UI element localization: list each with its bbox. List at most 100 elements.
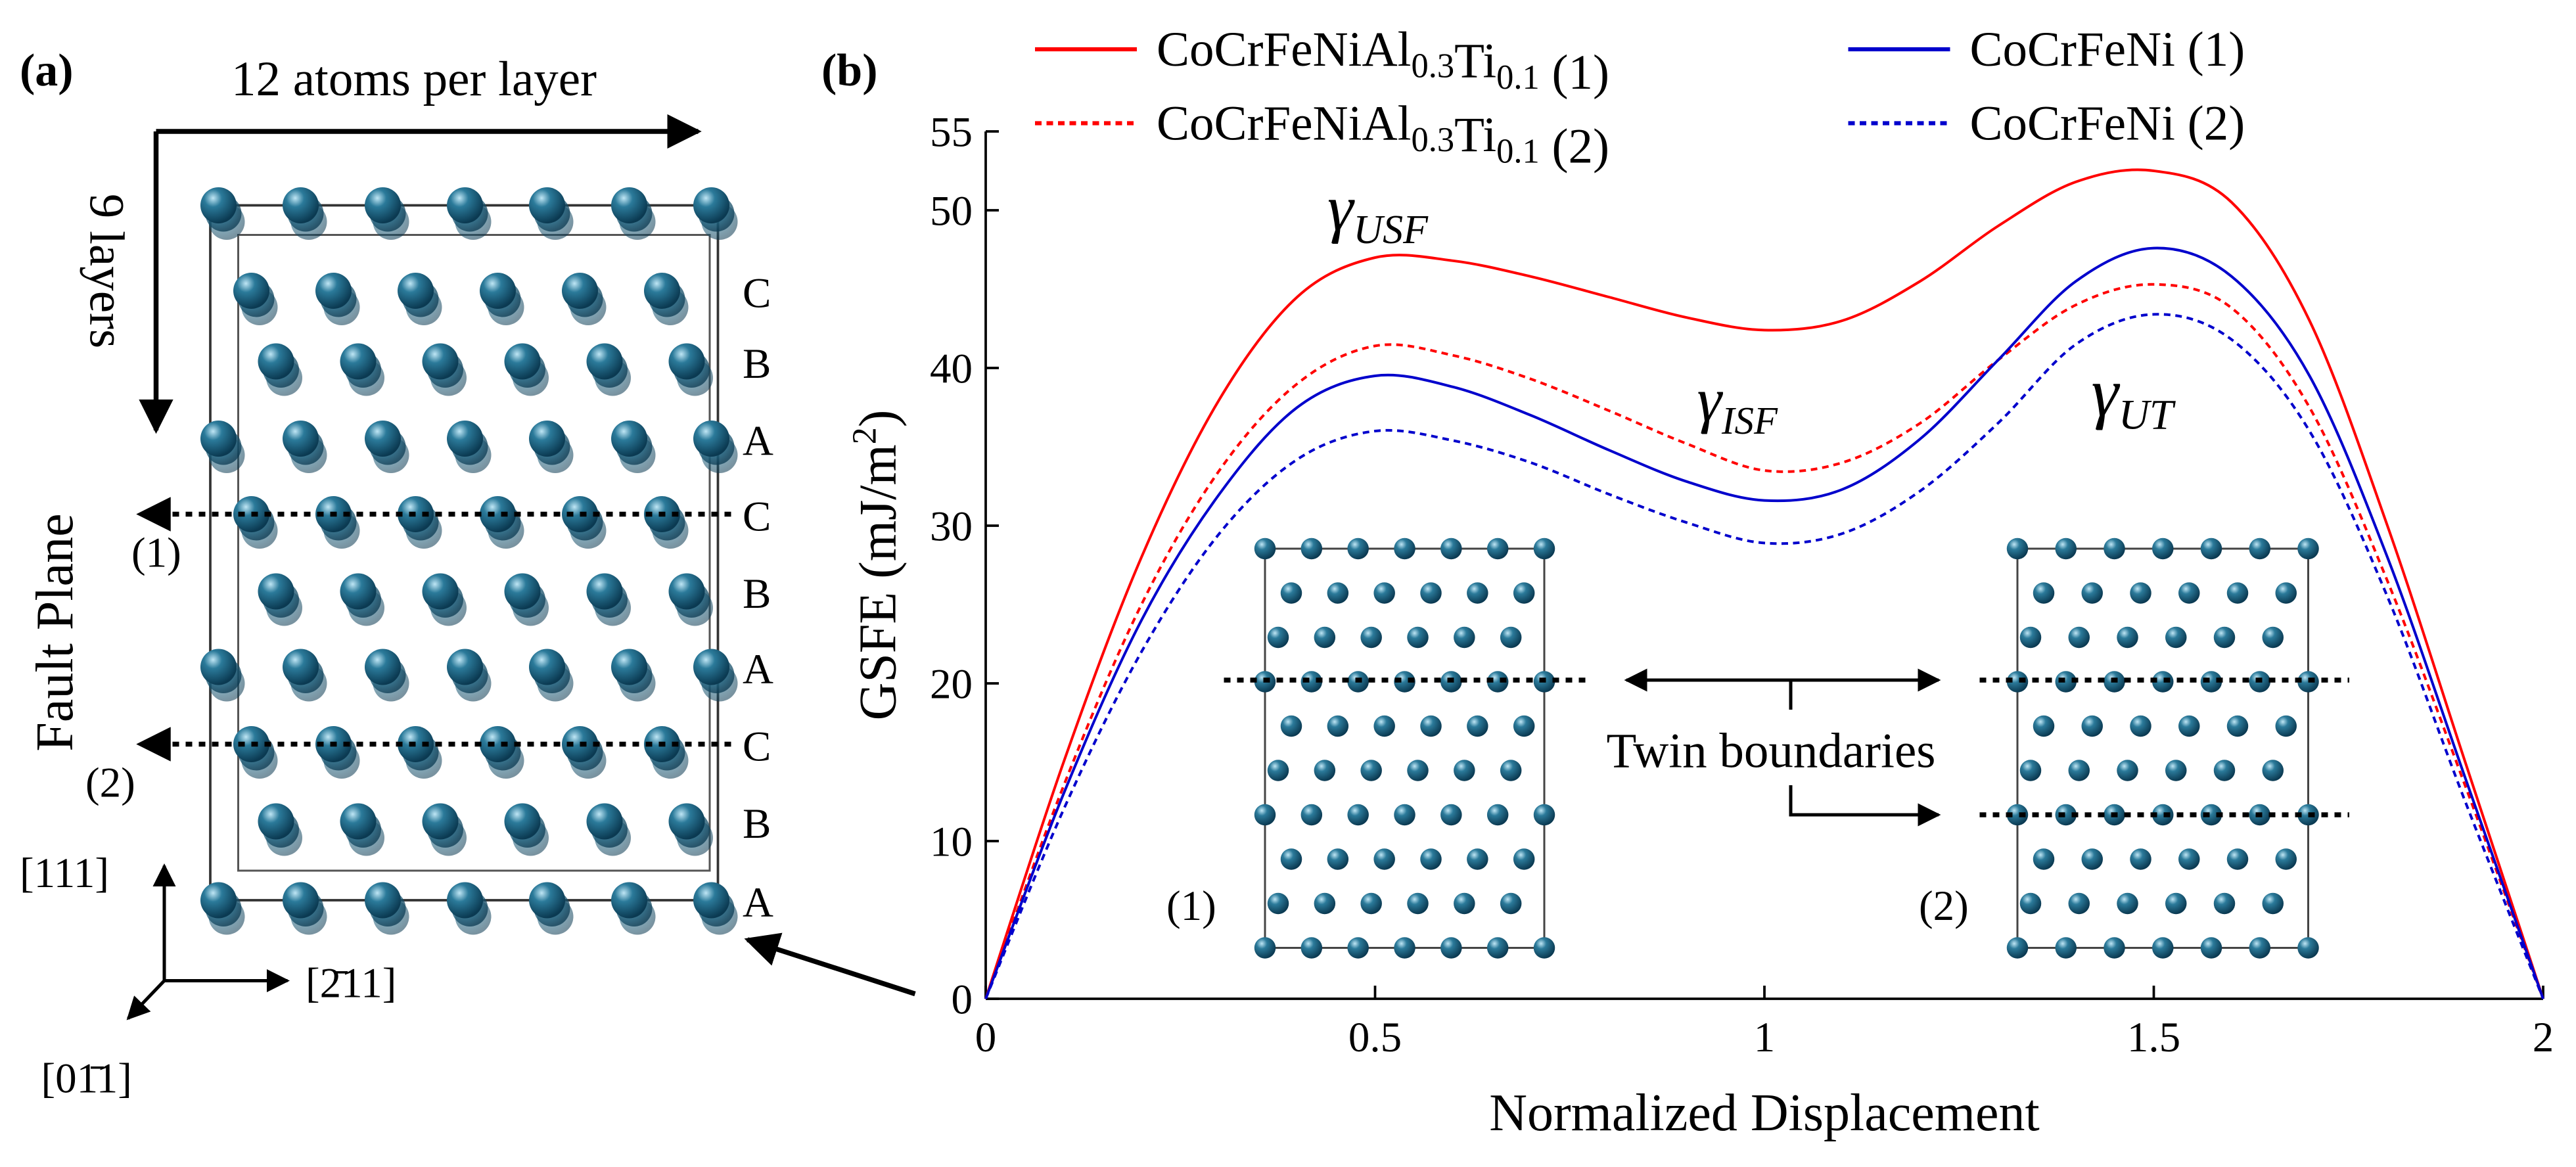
- inset-atom: [2200, 937, 2222, 959]
- atom: [480, 273, 517, 309]
- inset-atom: [2055, 671, 2077, 693]
- layer-label: C: [743, 269, 771, 317]
- legend-label: CoCrFeNiAl0.3Ti0.1 (1): [1157, 22, 1609, 100]
- inset-atom: [1407, 760, 1429, 781]
- pointer-arrow: [744, 932, 916, 997]
- atom: [504, 803, 541, 840]
- atom: [504, 343, 541, 380]
- atom: [340, 343, 377, 380]
- inset-atom: [2130, 848, 2151, 870]
- inset-atom: [2297, 937, 2319, 959]
- atom: [668, 573, 705, 610]
- inset-atom: [1394, 538, 1415, 560]
- inset-atom: [2213, 760, 2236, 781]
- inset-atom: [2165, 760, 2187, 781]
- inset-atom: [2275, 582, 2297, 604]
- atom: [447, 421, 484, 457]
- atom: [562, 273, 599, 309]
- inset-atom: [2200, 538, 2222, 560]
- layer-label: A: [743, 418, 773, 465]
- x-tick-label: 0.5: [1348, 1014, 1402, 1061]
- atom: [529, 882, 566, 919]
- inset-atom: [1440, 538, 1462, 560]
- atom: [283, 882, 319, 919]
- inset-atom: [2117, 626, 2138, 649]
- inset-atom: [2249, 937, 2270, 959]
- annotation: γISF: [1697, 365, 1778, 442]
- atom: [529, 649, 566, 685]
- inset-atom: [1360, 760, 1382, 781]
- direction-label: [01̄1]: [41, 1055, 132, 1103]
- legend-label: CoCrFeNi (1): [1970, 22, 2245, 77]
- inset-atom: [1486, 671, 1509, 693]
- atom: [200, 421, 237, 457]
- y-tick-label: 50: [930, 188, 973, 235]
- inset-atom: [2081, 582, 2103, 604]
- atom: [611, 649, 648, 685]
- inset-label: (1): [1166, 882, 1216, 930]
- inset-atom: [1407, 626, 1429, 649]
- annotation: γUSF: [1327, 172, 1429, 252]
- inset-atom: [1327, 582, 1349, 604]
- atom: [258, 803, 294, 840]
- inset-atom: [1394, 804, 1415, 826]
- atom: [529, 421, 566, 457]
- atom: [529, 187, 566, 223]
- inset-atom: [1420, 848, 1442, 870]
- inset-atom: [1347, 804, 1369, 826]
- inset-atom: [1314, 626, 1336, 649]
- inset-atom: [1454, 892, 1475, 915]
- inset-atom: [2152, 937, 2174, 959]
- inset-atom: [2178, 848, 2200, 870]
- layer-label: B: [743, 340, 771, 388]
- atom: [693, 187, 729, 223]
- atom: [447, 649, 484, 685]
- inset-atom: [1394, 937, 1415, 959]
- inset-atom: [1347, 937, 1369, 959]
- inset-atom: [1280, 582, 1302, 604]
- inset-atom: [1533, 937, 1555, 959]
- atom: [365, 421, 402, 457]
- inset-atom: [1267, 892, 1289, 915]
- inset-note: Twin boundaries: [1607, 724, 1936, 779]
- inset-atom: [1327, 715, 1349, 737]
- atom: [504, 573, 541, 610]
- atom: [611, 882, 648, 919]
- inset-atom: [2213, 892, 2236, 915]
- data-line: [984, 313, 2544, 999]
- inset-atom: [2033, 715, 2055, 737]
- atom: [200, 187, 237, 223]
- inset-atom: [1280, 715, 1302, 737]
- inset-atom: [1486, 538, 1509, 560]
- atom: [398, 273, 434, 309]
- atom: [233, 273, 270, 309]
- atom: [283, 649, 319, 685]
- atom: [365, 649, 402, 685]
- inset-atom: [2104, 538, 2125, 560]
- inset-atom: [2006, 671, 2029, 693]
- inset-box: [1264, 547, 1546, 949]
- layer-label: B: [743, 800, 771, 848]
- inset-atom: [1440, 937, 1462, 959]
- cell-box: [237, 233, 711, 872]
- inset-atom: [2055, 804, 2077, 826]
- x-tick-label: 1.5: [2127, 1014, 2180, 1061]
- inset-atom: [2068, 760, 2090, 781]
- atom: [365, 187, 402, 223]
- inset-atom: [1467, 715, 1488, 737]
- inset-atom: [2081, 848, 2103, 870]
- inset-atom: [2262, 760, 2284, 781]
- inset-atom: [1454, 760, 1475, 781]
- cell-box: [209, 204, 720, 902]
- content: (a) 12 atoms per layer 9 layers Fault Plane…: [20, 22, 2554, 1142]
- inset-atom: [1407, 892, 1429, 915]
- atom: [693, 882, 729, 919]
- inset-atom: [2117, 892, 2138, 915]
- atom: [422, 343, 459, 380]
- inset-atom: [1513, 582, 1535, 604]
- atom: [447, 882, 484, 919]
- inset-atom: [2226, 715, 2249, 737]
- inset-atom: [1454, 626, 1475, 649]
- x-tick-label: 0: [975, 1014, 997, 1061]
- inset-atom: [1314, 892, 1336, 915]
